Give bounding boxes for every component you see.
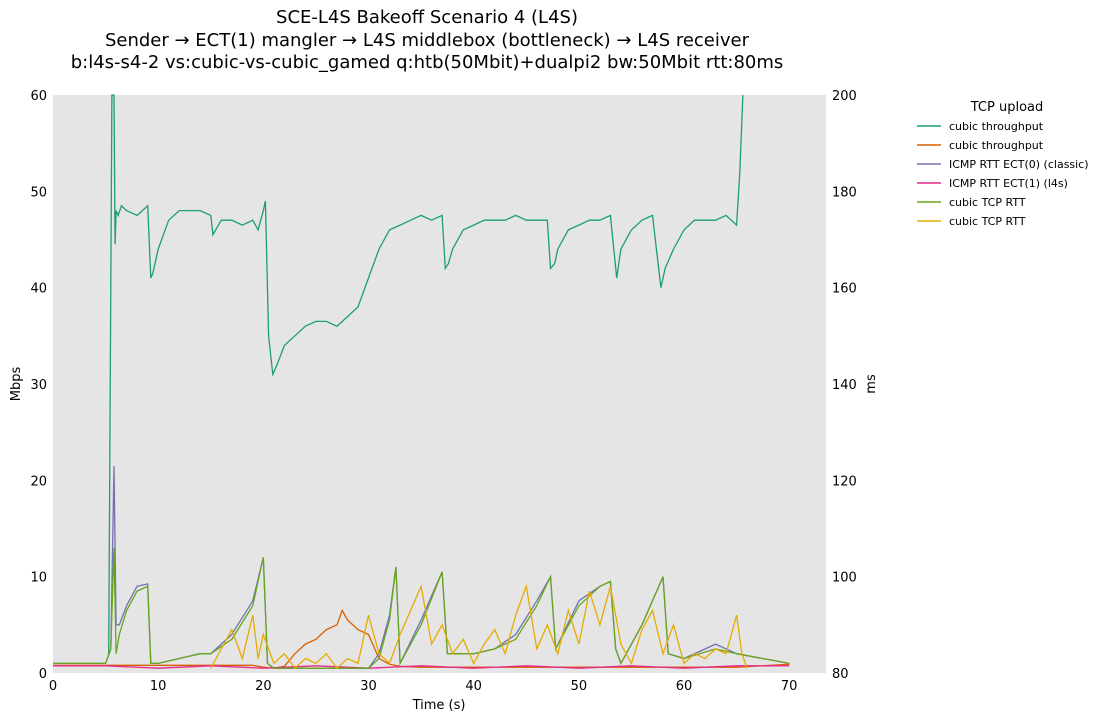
x-tick-label-4: 40 (465, 679, 482, 694)
legend-entry-4: cubic TCP RTT (949, 196, 1026, 209)
left-y-tick-label-1: 10 (30, 571, 47, 586)
legend-entry-0: cubic throughput (949, 120, 1044, 133)
series-line-3 (53, 665, 790, 669)
left-y-tick-label-6: 60 (30, 89, 47, 104)
legend-title: TCP upload (970, 100, 1044, 115)
legend-entry-5: cubic TCP RTT (949, 215, 1026, 228)
legend-entry-1: cubic throughput (949, 139, 1044, 152)
chart-title: SCE-L4S Bakeoff Scenario 4 (L4S) Sender … (71, 7, 784, 73)
x-axis-label: Time (s) (412, 698, 466, 713)
right-y-tick-label-2: 120 (832, 474, 857, 489)
legend: TCP upload cubic throughput cubic through… (917, 100, 1089, 228)
x-tick-label-7: 70 (781, 679, 798, 694)
left-y-tick-label-4: 40 (30, 282, 47, 297)
right-y-tick-label-0: 80 (832, 667, 849, 682)
right-y-axis-label: ms (864, 374, 879, 394)
right-y-axis-ticks: 80 100 120 140 160 180 200 (832, 89, 857, 682)
right-y-tick-label-5: 180 (832, 185, 857, 200)
right-y-tick-label-3: 140 (832, 378, 857, 393)
chart-title-line-2: Sender → ECT(1) mangler → L4S middlebox … (105, 30, 750, 51)
legend-entry-3: ICMP RTT ECT(1) (l4s) (949, 177, 1068, 190)
left-y-axis-label: Mbps (9, 367, 24, 402)
legend-entry-2: ICMP RTT ECT(0) (classic) (949, 158, 1089, 171)
series-line-5 (210, 583, 748, 670)
right-y-tick-label-6: 200 (832, 89, 857, 104)
chart-title-line-3: b:l4s-s4-2 vs:cubic-vs-cubic_gamed q:htb… (71, 52, 784, 73)
x-tick-label-5: 50 (571, 679, 588, 694)
left-y-tick-label-5: 50 (30, 185, 47, 200)
left-y-tick-label-3: 30 (30, 378, 47, 393)
series-lines (53, 94, 790, 670)
x-tick-label-0: 0 (49, 679, 57, 694)
plot-area (53, 95, 826, 673)
x-axis-ticks: 0 10 20 30 40 50 60 70 (49, 679, 798, 694)
left-y-tick-label-2: 20 (30, 474, 47, 489)
left-y-axis-ticks: 0 10 20 30 40 50 60 (30, 89, 47, 682)
series-line-0 (108, 94, 744, 654)
x-tick-label-1: 10 (150, 679, 167, 694)
left-y-tick-label-0: 0 (39, 667, 47, 682)
x-tick-label-6: 60 (676, 679, 693, 694)
chart-title-line-1: SCE-L4S Bakeoff Scenario 4 (L4S) (276, 7, 578, 28)
right-y-tick-label-1: 100 (832, 571, 857, 586)
x-tick-label-2: 20 (255, 679, 272, 694)
series-line-4 (53, 547, 790, 669)
x-tick-label-3: 30 (360, 679, 377, 694)
right-y-tick-label-4: 160 (832, 282, 857, 297)
